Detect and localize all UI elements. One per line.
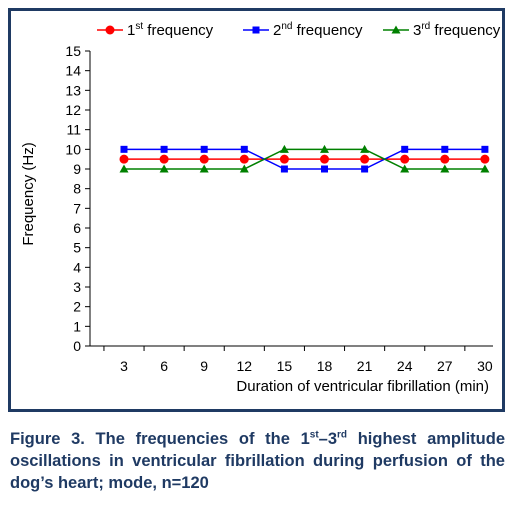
data-point	[119, 154, 129, 164]
x-tick-label: 9	[200, 358, 208, 374]
x-tick-label: 6	[160, 358, 168, 374]
x-tick-label: 21	[357, 358, 373, 374]
y-tick-label: 5	[73, 240, 81, 256]
data-point	[119, 164, 129, 173]
figure-caption: Figure 3. The frequencies of the 1st–3rd…	[10, 428, 505, 494]
series-3	[119, 144, 490, 173]
data-point	[401, 145, 409, 153]
y-tick-label: 8	[73, 181, 81, 197]
data-point	[440, 164, 450, 173]
data-point	[279, 144, 289, 153]
data-point	[360, 154, 370, 164]
data-point	[480, 164, 490, 173]
series-1	[119, 154, 490, 164]
data-point	[240, 145, 248, 153]
x-tick-label: 12	[237, 358, 253, 374]
y-tick-label: 11	[66, 122, 81, 138]
caption-dash: –3	[318, 430, 338, 448]
x-tick-label: 27	[437, 358, 453, 374]
legend-entry-1: 1st frequency	[97, 21, 214, 39]
y-tick-label: 3	[73, 279, 81, 295]
x-tick-label: 24	[397, 358, 413, 374]
data-point	[252, 26, 260, 34]
series-line	[124, 148, 485, 170]
y-tick-label: 12	[65, 102, 81, 118]
y-tick-label: 6	[73, 220, 81, 236]
data-point	[200, 145, 208, 153]
x-axis-label: Duration of ventricular fibrillation (mi…	[236, 378, 489, 395]
caption-prefix: Figure 3. The frequencies of the 1	[10, 430, 310, 448]
legend-label: 2nd frequency	[273, 21, 363, 39]
data-point	[360, 144, 370, 153]
data-point	[159, 164, 169, 173]
x-tick-label: 3	[120, 358, 128, 374]
legend-entry-2: 2nd frequency	[243, 21, 363, 39]
series-layer	[119, 144, 490, 173]
figure-frame: 1st frequency 2nd frequency 3rd frequency …	[8, 8, 505, 412]
data-point	[321, 165, 328, 173]
y-tick-label: 0	[73, 338, 81, 354]
legend: 1st frequency 2nd frequency 3rd frequency	[97, 21, 501, 39]
y-tick-label: 2	[73, 299, 81, 315]
line-chart: 1st frequency 2nd frequency 3rd frequency …	[20, 21, 501, 395]
data-point	[105, 25, 115, 35]
data-point	[239, 154, 249, 164]
data-point	[361, 165, 369, 173]
data-point	[159, 154, 169, 164]
x-tick-label: 18	[317, 358, 333, 374]
data-point	[239, 164, 249, 173]
y-tick-label: 9	[73, 161, 81, 177]
data-point	[199, 164, 209, 173]
y-axis-label: Frequency (Hz)	[20, 142, 37, 245]
data-point	[120, 145, 128, 153]
y-tick-label: 7	[73, 200, 81, 216]
data-point	[481, 145, 489, 153]
y-tick-label: 14	[65, 63, 81, 79]
data-point	[279, 154, 289, 164]
data-point	[400, 154, 410, 164]
caption-sup-rd: rd	[337, 429, 348, 441]
y-tick-label: 1	[73, 318, 81, 334]
data-point	[199, 154, 209, 164]
legend-label: 1st frequency	[127, 21, 214, 39]
data-point	[280, 165, 288, 173]
data-point	[480, 154, 490, 164]
data-point	[320, 154, 329, 164]
caption-rest: highest amplitude oscillations in ventri…	[10, 430, 505, 492]
data-point	[400, 164, 410, 173]
legend-label: 3rd frequency	[413, 21, 501, 39]
x-tick-label: 30	[477, 358, 493, 374]
y-tick-label: 15	[65, 43, 81, 59]
data-point	[391, 25, 401, 34]
y-tick-label: 4	[73, 259, 81, 275]
data-point	[441, 145, 449, 153]
legend-entry-3: 3rd frequency	[383, 21, 501, 39]
y-tick-label: 10	[65, 141, 81, 157]
data-point	[320, 144, 329, 153]
series-line	[124, 148, 485, 170]
data-point	[440, 154, 450, 164]
series-2	[120, 145, 489, 173]
data-point	[160, 145, 168, 153]
caption-sup-st: st	[309, 429, 319, 441]
x-tick-label: 15	[277, 358, 293, 374]
y-tick-label: 13	[65, 82, 81, 98]
